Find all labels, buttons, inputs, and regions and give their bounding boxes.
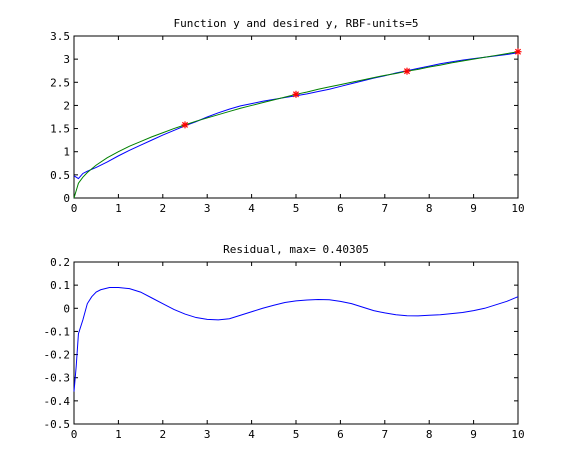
function-x-tick-label: 4 [248,202,255,215]
residual-y-tick-label: -0.5 [44,418,71,431]
function-x-tick-label: 6 [337,202,344,215]
function-series-green-line [73,51,519,199]
function-marker-point [181,121,189,129]
function-y-tick-label: 0.5 [50,169,70,182]
function-marker-point [292,90,300,98]
residual-x-tick-label: 9 [470,428,477,441]
function-x-tick-label: 2 [159,202,166,215]
function-y-tick-label: 3.5 [50,30,70,43]
residual-x-tick-label: 1 [115,428,122,441]
function-marker-point [403,67,411,75]
residual-y-tick-label: -0.4 [44,395,71,408]
function-y-tick-label: 3 [63,53,70,66]
function-y-tick-label: 2 [63,99,70,112]
function-x-tick-label: 7 [381,202,388,215]
function-y-tick-label: 0 [63,192,70,205]
function-x-tick-label: 8 [426,202,433,215]
residual-y-tick-label: -0.3 [44,372,71,385]
function-y-tick-label: 1.5 [50,123,70,136]
residual-y-tick-label: 0.1 [50,279,70,292]
residual-y-tick-label: -0.2 [44,349,71,362]
residual-x-tick-label: 10 [511,428,524,441]
residual-y-tick-label: 0 [63,302,70,315]
residual-plot-title: Residual, max= 0.40305 [223,243,369,256]
residual-y-tick-label: -0.1 [44,325,71,338]
function-x-tick-label: 9 [470,202,477,215]
function-x-tick-label: 0 [71,202,78,215]
residual-x-tick-label: 2 [159,428,166,441]
residual-x-tick-label: 5 [293,428,300,441]
residual-x-tick-label: 3 [204,428,211,441]
function-subplot: 0 1 2 3 4 5 6 7 8 9 10 0 0.5 1 1.5 2 2.5 3 3.5 [50,30,525,215]
function-y-tick-label: 2.5 [50,76,70,89]
function-x-tick-label: 5 [293,202,300,215]
function-y-tick-label: 1 [63,146,70,159]
function-x-tick-label: 3 [204,202,211,215]
function-x-tick-label: 10 [511,202,524,215]
residual-x-tick-label: 8 [426,428,433,441]
function-x-tick-label: 1 [115,202,122,215]
residual-y-tick-label: 0.2 [50,256,70,269]
residual-subplot: 0 1 2 3 4 5 6 7 8 9 10 -0.5 -0.4 -0.3 -0.2 -0.1 0 0.1 0.2 [44,256,525,441]
residual-x-tick-label: 6 [337,428,344,441]
residual-x-tick-label: 4 [248,428,255,441]
function-plot-title: Function y and desired y, RBF-units=5 [173,17,418,30]
residual-x-tick-label: 0 [71,428,78,441]
residual-series-blue-line [73,286,519,392]
function-marker-point [514,48,522,56]
residual-x-tick-label: 7 [381,428,388,441]
